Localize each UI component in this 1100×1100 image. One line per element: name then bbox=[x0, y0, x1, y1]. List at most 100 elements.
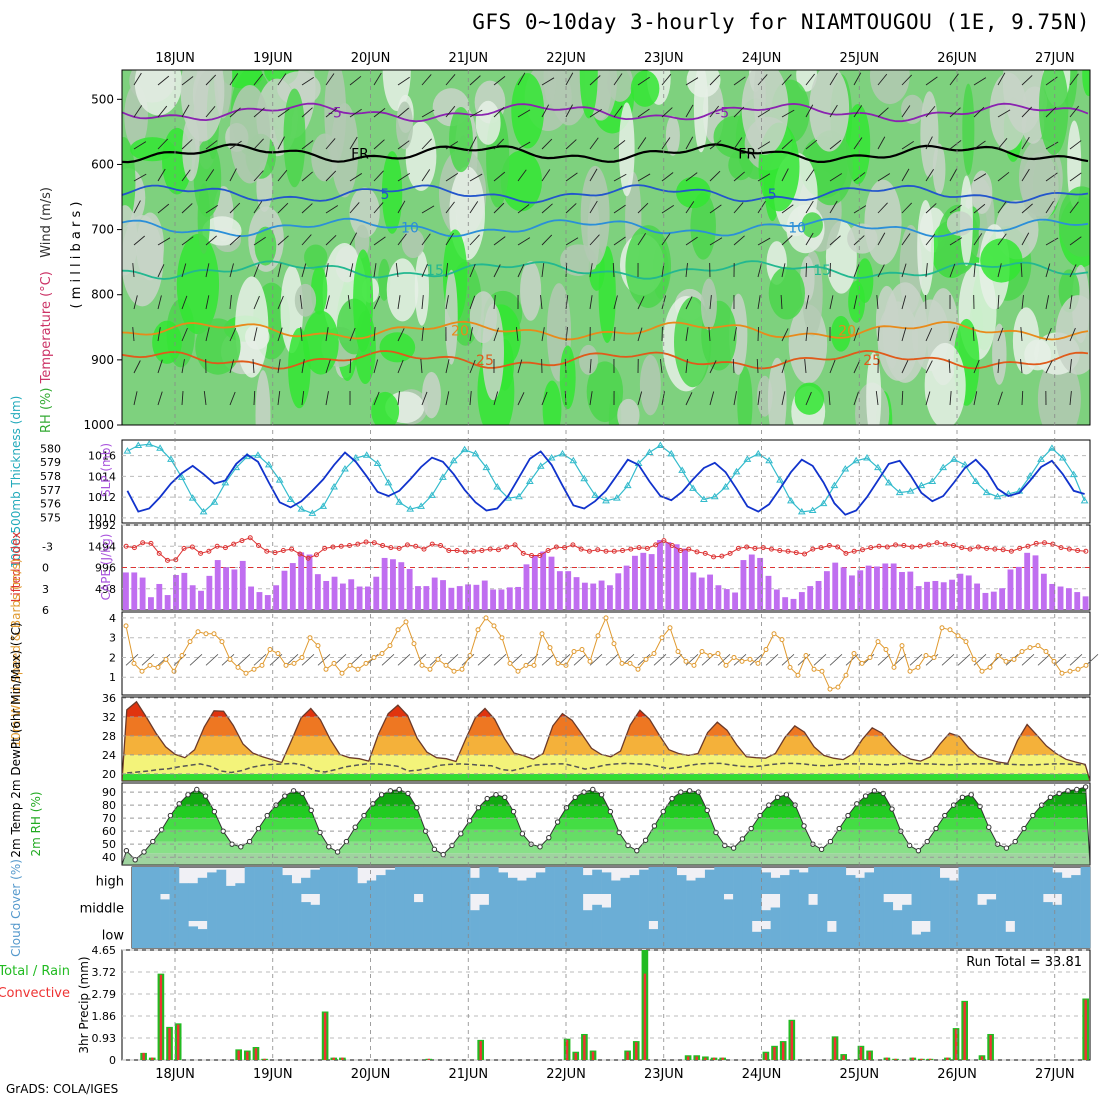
wind-barb bbox=[469, 201, 479, 214]
wind-speed-point bbox=[579, 647, 585, 653]
cape-bar bbox=[456, 586, 463, 610]
cape-bar bbox=[415, 586, 421, 610]
isotherm-label-15: 15 bbox=[426, 263, 444, 279]
wind-barb bbox=[325, 295, 330, 310]
wind-barb bbox=[421, 109, 435, 118]
wind-speed-point bbox=[339, 670, 345, 676]
wind-barb bbox=[757, 141, 771, 150]
wind-barb bbox=[613, 295, 618, 310]
cloud-cell-low bbox=[169, 921, 180, 948]
wind-barb bbox=[876, 295, 879, 310]
slp-ylabel: SLP (mb) bbox=[99, 443, 113, 497]
rh-patch bbox=[311, 133, 339, 182]
wind-speed-point bbox=[275, 651, 281, 656]
cape-bar bbox=[698, 577, 705, 610]
precip-convective-bar bbox=[427, 1058, 431, 1060]
wind-speed-point bbox=[227, 656, 233, 662]
surface-wind-barb bbox=[685, 654, 699, 666]
wind-barb bbox=[973, 173, 987, 182]
cloud-cell-high bbox=[1071, 875, 1081, 894]
cloud-cell-high bbox=[930, 867, 941, 894]
cape-bar bbox=[757, 557, 764, 610]
cloud-cell-middle bbox=[620, 894, 631, 921]
cloud-cell-low bbox=[282, 921, 292, 948]
wind-barb bbox=[973, 233, 983, 246]
rh-point bbox=[818, 846, 825, 853]
cloud-cell-low bbox=[160, 921, 170, 948]
cape-bar bbox=[940, 582, 947, 610]
cloud-cell-high bbox=[902, 867, 912, 894]
cloud-cell-middle bbox=[225, 894, 236, 921]
precip-convective-bar bbox=[963, 1002, 966, 1060]
cloud-cell-low bbox=[864, 921, 875, 948]
cloud-cell-low bbox=[357, 921, 368, 948]
thickness-point bbox=[254, 451, 262, 458]
wind-barb bbox=[301, 263, 307, 278]
rh-point bbox=[642, 837, 649, 843]
cloud-cell-middle bbox=[141, 894, 152, 921]
wind-ylabel: 10m Wind Speed & Barbs (m/s) bbox=[9, 559, 23, 748]
wind-barb bbox=[613, 73, 623, 86]
thickness-point bbox=[623, 481, 632, 489]
li-point bbox=[289, 546, 295, 552]
cape-bar bbox=[748, 554, 755, 610]
surface-wind-barb bbox=[541, 654, 555, 666]
cloud-cell-low bbox=[1043, 921, 1053, 948]
wind-barb bbox=[181, 359, 185, 374]
wind-barb bbox=[325, 107, 338, 118]
wind-barb bbox=[445, 359, 450, 374]
cloud-cell-middle bbox=[197, 894, 208, 921]
rh-patch bbox=[665, 115, 680, 156]
wind-speed-point bbox=[939, 625, 945, 631]
surface-wind-barb bbox=[1069, 654, 1083, 666]
cloud-cell-middle bbox=[611, 894, 621, 921]
wind-barb bbox=[877, 173, 891, 182]
wind-barb bbox=[781, 328, 789, 342]
cape-tick-label: 1992 bbox=[88, 519, 116, 532]
wind-barb bbox=[397, 173, 410, 182]
wind-barb bbox=[132, 327, 135, 342]
cape-bar bbox=[798, 592, 805, 610]
wind-barb bbox=[517, 204, 530, 214]
cloud-cell-middle bbox=[169, 894, 180, 921]
wind-barb bbox=[133, 295, 138, 310]
cloud-cell-high bbox=[1014, 867, 1025, 894]
cloud-cell-middle bbox=[282, 894, 292, 921]
thickness-point bbox=[830, 481, 839, 489]
rh-patch bbox=[444, 269, 458, 365]
rh-patch bbox=[917, 199, 934, 296]
wind-barb bbox=[877, 264, 885, 278]
date-label-top: 26JUN bbox=[937, 51, 977, 66]
cloud-cell-middle bbox=[639, 894, 649, 921]
rh-point bbox=[238, 844, 244, 850]
li-point bbox=[520, 550, 526, 556]
wind-speed-point bbox=[403, 619, 409, 625]
cloud-cell-middle bbox=[517, 894, 527, 921]
wind-barb bbox=[853, 391, 859, 406]
rh-point bbox=[246, 838, 253, 845]
wind-speed-point bbox=[179, 652, 185, 658]
wind-barb bbox=[901, 263, 907, 278]
cape-bar bbox=[1015, 566, 1022, 610]
cape-bar bbox=[523, 564, 530, 610]
precip-convective-bar bbox=[142, 1052, 145, 1060]
wind-barb bbox=[469, 263, 476, 278]
thickness-point bbox=[177, 473, 186, 480]
rh-point bbox=[581, 789, 587, 795]
rh-point bbox=[326, 844, 332, 850]
precip-tick-label: 4.65 bbox=[92, 944, 117, 957]
wind-barb bbox=[157, 168, 166, 182]
wind-barb bbox=[157, 138, 169, 150]
cloud-cell-middle bbox=[301, 902, 311, 921]
wind-barb bbox=[349, 75, 362, 86]
cloud-cell-low bbox=[949, 921, 959, 948]
wind-barb bbox=[805, 295, 810, 310]
li-point bbox=[512, 542, 518, 548]
cloud-cell-high bbox=[348, 867, 358, 894]
wind-barb bbox=[205, 263, 210, 278]
precip-convective-bar bbox=[885, 1057, 889, 1060]
wind-barb bbox=[445, 172, 458, 182]
thickness-point bbox=[471, 449, 480, 457]
rh-point bbox=[1012, 838, 1018, 845]
li-point bbox=[396, 545, 402, 551]
